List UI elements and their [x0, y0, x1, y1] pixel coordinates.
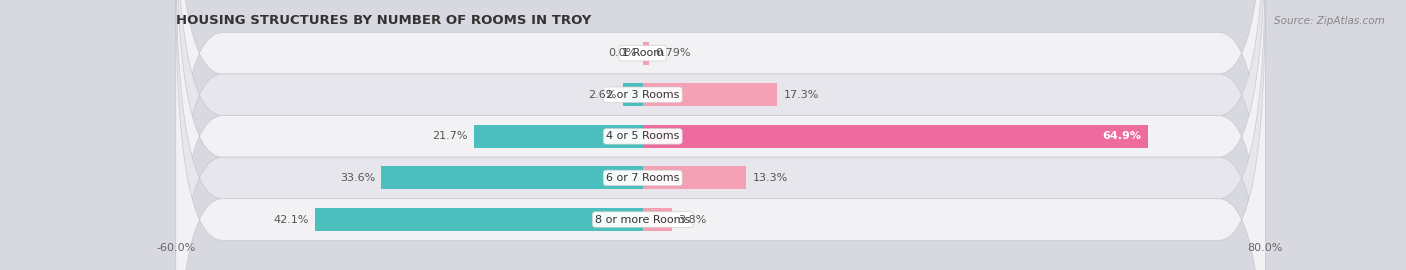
Bar — [381, 167, 643, 189]
Bar — [643, 42, 650, 65]
Text: 1 Room: 1 Room — [621, 48, 664, 58]
Text: 17.3%: 17.3% — [783, 90, 818, 100]
Text: 2.6%: 2.6% — [588, 90, 616, 100]
Text: Source: ZipAtlas.com: Source: ZipAtlas.com — [1274, 16, 1385, 26]
Bar — [315, 208, 643, 231]
Bar — [643, 208, 672, 231]
Text: HOUSING STRUCTURES BY NUMBER OF ROOMS IN TROY: HOUSING STRUCTURES BY NUMBER OF ROOMS IN… — [176, 14, 591, 27]
Bar — [643, 125, 1147, 148]
Bar — [643, 83, 778, 106]
FancyBboxPatch shape — [176, 0, 1265, 270]
Bar — [623, 83, 643, 106]
FancyBboxPatch shape — [176, 0, 1265, 270]
FancyBboxPatch shape — [176, 0, 1265, 270]
Text: 64.9%: 64.9% — [1102, 131, 1142, 141]
Text: 6 or 7 Rooms: 6 or 7 Rooms — [606, 173, 679, 183]
FancyBboxPatch shape — [176, 0, 1265, 270]
Bar — [643, 167, 747, 189]
FancyBboxPatch shape — [176, 0, 1265, 270]
Text: 2 or 3 Rooms: 2 or 3 Rooms — [606, 90, 679, 100]
Text: 21.7%: 21.7% — [432, 131, 468, 141]
Text: 8 or more Rooms: 8 or more Rooms — [595, 214, 690, 225]
Text: 3.8%: 3.8% — [679, 214, 707, 225]
Text: 0.79%: 0.79% — [655, 48, 690, 58]
Bar — [474, 125, 643, 148]
Text: 13.3%: 13.3% — [752, 173, 787, 183]
Text: 0.0%: 0.0% — [609, 48, 637, 58]
Text: 42.1%: 42.1% — [273, 214, 309, 225]
Text: 4 or 5 Rooms: 4 or 5 Rooms — [606, 131, 679, 141]
Text: 33.6%: 33.6% — [340, 173, 375, 183]
